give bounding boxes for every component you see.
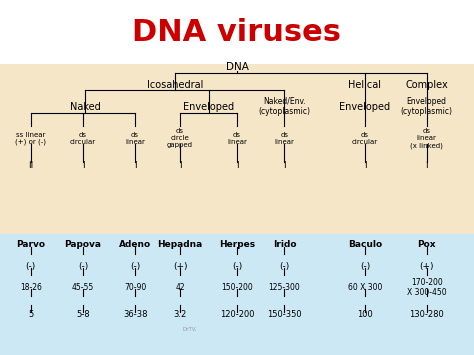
Text: Parvo: Parvo <box>16 240 46 250</box>
Text: 170-200
X 300-450: 170-200 X 300-450 <box>407 278 447 297</box>
Bar <box>0 0 474 64</box>
Text: 42: 42 <box>175 283 185 292</box>
Text: 125-300: 125-300 <box>269 283 300 292</box>
Text: ds
linear: ds linear <box>125 132 145 145</box>
Text: I: I <box>364 160 366 170</box>
Text: (-): (-) <box>360 262 370 271</box>
Text: ss linear
(+) or (-): ss linear (+) or (-) <box>15 132 46 145</box>
Text: ds
circular: ds circular <box>70 132 96 145</box>
Text: 130-280: 130-280 <box>409 310 444 319</box>
Text: ds
linear: ds linear <box>227 132 247 145</box>
Text: ds
circular: ds circular <box>352 132 378 145</box>
Bar <box>0 234 474 355</box>
Text: (-): (-) <box>130 262 140 271</box>
Text: Pox: Pox <box>417 240 436 250</box>
Text: (-): (-) <box>26 262 36 271</box>
Text: I: I <box>425 160 428 170</box>
Text: Enveloped: Enveloped <box>183 102 234 111</box>
Text: (+): (+) <box>173 262 187 271</box>
Text: Baculo: Baculo <box>348 240 382 250</box>
Text: DrTV.: DrTV. <box>182 327 197 332</box>
Text: Naked/Env.
(cytoplasmic): Naked/Env. (cytoplasmic) <box>258 97 310 116</box>
Text: I: I <box>179 160 182 170</box>
Text: 36-38: 36-38 <box>123 310 147 319</box>
Text: Icosahedral: Icosahedral <box>147 80 203 90</box>
Text: (-): (-) <box>232 262 242 271</box>
Text: 150-350: 150-350 <box>267 310 302 319</box>
Text: ds
circle
gapped: ds circle gapped <box>167 129 193 148</box>
Text: Naked: Naked <box>70 102 100 111</box>
Text: I: I <box>134 160 137 170</box>
Text: 45-55: 45-55 <box>72 283 94 292</box>
Text: 120-200: 120-200 <box>220 310 254 319</box>
Text: (-): (-) <box>78 262 88 271</box>
Text: (-): (-) <box>279 262 290 271</box>
Text: 100: 100 <box>357 310 373 319</box>
Text: 60 X 300: 60 X 300 <box>348 283 382 292</box>
Text: DNA viruses: DNA viruses <box>133 18 341 47</box>
Text: 5: 5 <box>28 310 34 319</box>
Text: (+): (+) <box>419 262 434 271</box>
Text: I: I <box>236 160 238 170</box>
Text: Complex: Complex <box>405 80 448 90</box>
Text: I: I <box>82 160 84 170</box>
Text: Papova: Papova <box>64 240 101 250</box>
Text: Enveloped
(cytoplasmic): Enveloped (cytoplasmic) <box>401 97 453 116</box>
Text: 18-26: 18-26 <box>20 283 42 292</box>
Bar <box>0 64 474 234</box>
Text: 70-90: 70-90 <box>124 283 146 292</box>
Text: Adeno: Adeno <box>119 240 151 250</box>
Text: 150-200: 150-200 <box>221 283 253 292</box>
Text: Hepadna: Hepadna <box>157 240 203 250</box>
Text: Helical: Helical <box>348 80 382 90</box>
Text: Irido: Irido <box>273 240 296 250</box>
Text: Herpes: Herpes <box>219 240 255 250</box>
Text: I: I <box>283 160 286 170</box>
Text: II: II <box>28 160 34 170</box>
Text: ds
linear
(x linked): ds linear (x linked) <box>410 128 443 149</box>
Text: 3.2: 3.2 <box>173 310 187 319</box>
Text: 5-8: 5-8 <box>76 310 90 319</box>
Text: Enveloped: Enveloped <box>339 102 391 111</box>
Text: DNA: DNA <box>226 62 248 72</box>
Text: ds
linear: ds linear <box>274 132 294 145</box>
